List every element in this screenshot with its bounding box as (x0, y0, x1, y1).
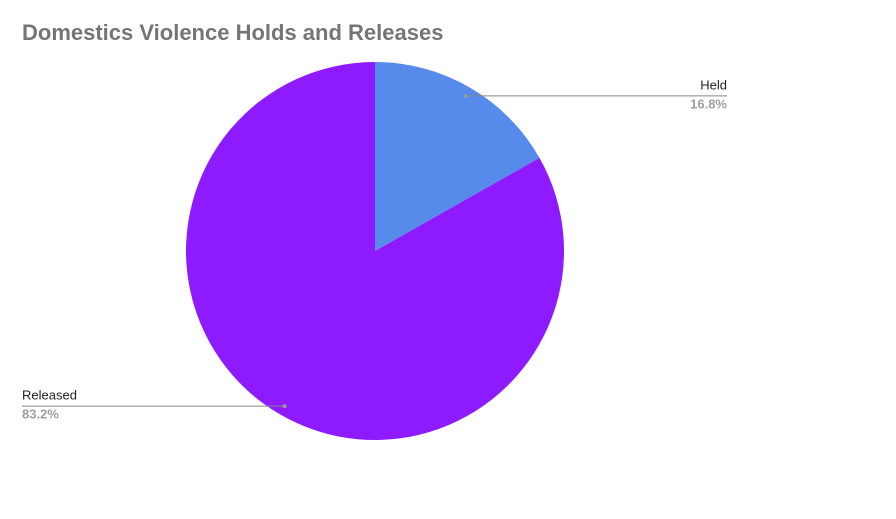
slice-label: Held (700, 77, 727, 92)
pie-slice (375, 62, 540, 251)
slice-value-label: 16.8% (690, 96, 727, 111)
leader-dot (463, 93, 468, 98)
leader-dot (282, 404, 287, 409)
slice-label: Released (22, 388, 77, 403)
slice-value-label: 83.2% (22, 407, 59, 422)
chart-title: Domestics Violence Holds and Releases (22, 20, 443, 45)
pie-slice (185, 62, 564, 440)
